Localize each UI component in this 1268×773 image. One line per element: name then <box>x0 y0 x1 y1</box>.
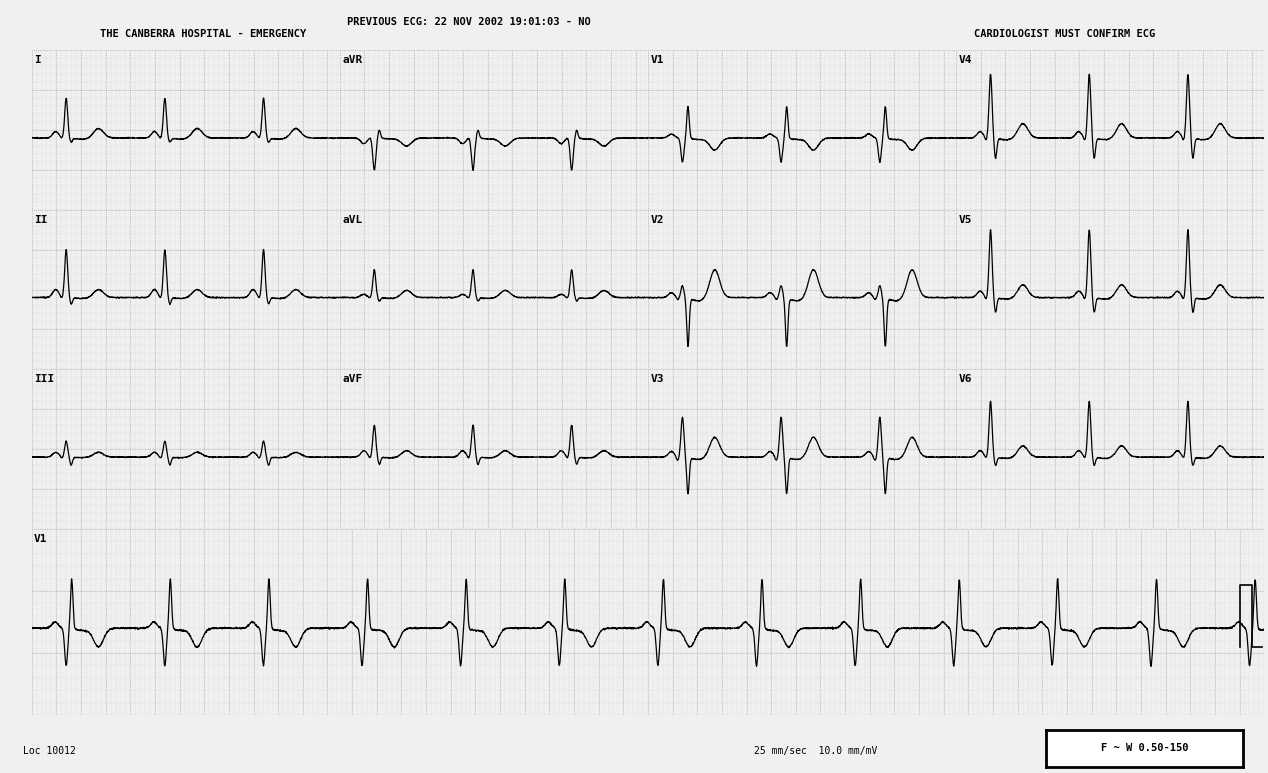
Text: THE CANBERRA HOSPITAL - EMERGENCY: THE CANBERRA HOSPITAL - EMERGENCY <box>100 29 306 39</box>
Text: V2: V2 <box>650 215 664 225</box>
Text: V4: V4 <box>959 55 973 65</box>
Text: I: I <box>34 55 41 65</box>
Text: 25 mm/sec  10.0 mm/mV: 25 mm/sec 10.0 mm/mV <box>754 747 877 756</box>
Text: V1: V1 <box>650 55 664 65</box>
Text: aVL: aVL <box>342 215 363 225</box>
Text: F ~ W 0.50-150: F ~ W 0.50-150 <box>1101 744 1188 753</box>
Text: II: II <box>34 215 48 225</box>
Text: III: III <box>34 374 55 384</box>
Text: aVR: aVR <box>342 55 363 65</box>
Text: aVF: aVF <box>342 374 363 384</box>
Text: CARDIOLOGIST MUST CONFIRM ECG: CARDIOLOGIST MUST CONFIRM ECG <box>975 29 1155 39</box>
Text: V6: V6 <box>959 374 973 384</box>
Text: V1: V1 <box>34 534 48 544</box>
Text: PREVIOUS ECG: 22 NOV 2002 19:01:03 - NO: PREVIOUS ECG: 22 NOV 2002 19:01:03 - NO <box>347 17 591 27</box>
Text: V3: V3 <box>650 374 664 384</box>
Text: V5: V5 <box>959 215 973 225</box>
Text: Loc 10012: Loc 10012 <box>23 747 76 756</box>
